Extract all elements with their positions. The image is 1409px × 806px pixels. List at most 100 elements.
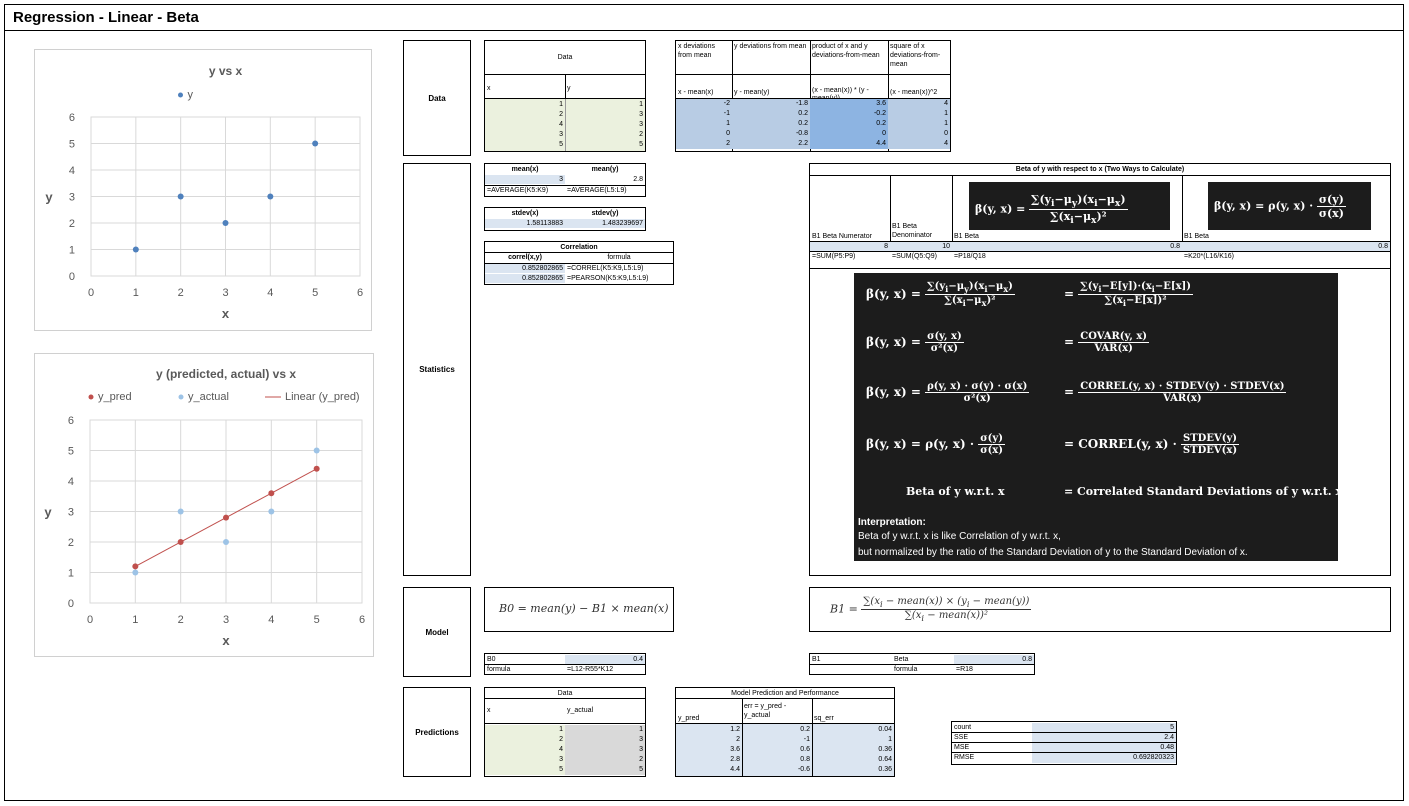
- b0-formula-box: B0 = mean(y) − B1 × mean(x): [484, 587, 674, 632]
- dev-cell: 1: [676, 119, 732, 129]
- data-point: [267, 193, 274, 200]
- beta-label: B1 Beta: [954, 233, 979, 240]
- b0-table: B0 0.4 formula =L12-R55*K12: [484, 653, 646, 675]
- chart1-svg: y vs x y 0 1 2 3 4 5 6 0 1 2 3 4 5 6 x y: [45, 64, 363, 321]
- corr2-value: 0.852802865: [485, 274, 565, 283]
- dev-cell: 4.4: [810, 139, 888, 149]
- legend-marker: [178, 394, 184, 400]
- err-cell: 0.2: [800, 726, 810, 733]
- legend-label: Linear (y_pred): [285, 391, 360, 403]
- dev-cell: 4: [888, 139, 950, 149]
- beta-label-2: B1 Beta: [1184, 233, 1209, 240]
- dev-cell: -1.8: [732, 99, 810, 109]
- data-point: [313, 465, 320, 472]
- y-tick-label: 4: [68, 476, 74, 488]
- stdev-x-value: 1.58113883: [485, 219, 565, 228]
- data-x-cell: 4: [559, 121, 563, 128]
- dev-cell: 0.2: [732, 109, 810, 119]
- b0-formula: =L12-R55*K12: [567, 666, 614, 673]
- stdev-y-value: 1.483239697: [565, 219, 645, 228]
- pred-x-cell: 4: [485, 745, 565, 755]
- y-axis-label: y: [45, 190, 53, 205]
- performance-header: Model Prediction and Performance: [731, 690, 839, 697]
- dev-header: square of x deviations-from-mean: [890, 43, 941, 68]
- metric-value: 0.692820323: [1032, 753, 1176, 763]
- pred-x-cell: 2: [485, 735, 565, 745]
- b1-formula-box: B1 = ∑(xi − mean(x)) × (yi − mean(y)) ∑(x…: [809, 587, 1391, 632]
- math-row-4-right: = CORREL(y, x) · STDEV(y) STDEV(x): [1064, 433, 1239, 456]
- stdev-y-label: stdev(y): [591, 210, 619, 217]
- b1-table: B1 Beta 0.8 formula =R18: [809, 653, 1035, 675]
- b0-value: 0.4: [565, 655, 645, 664]
- data-point: [223, 539, 229, 545]
- dev-header: product of x and y deviations-from-mean: [812, 43, 880, 59]
- b0-label: B0: [487, 656, 496, 663]
- y-tick-label: 6: [69, 112, 75, 124]
- dev-cell: -1: [676, 109, 732, 119]
- b0-formula-label: formula: [487, 666, 511, 673]
- y-tick-label: 3: [69, 192, 75, 204]
- trend-line: [135, 468, 317, 567]
- dev-formula: y - mean(y): [734, 89, 770, 96]
- page-title: Regression - Linear - Beta: [5, 5, 1403, 31]
- b1-beta-label: Beta: [894, 656, 909, 663]
- beta-value-2: 0.8: [1182, 242, 1390, 251]
- dev-formula: x - mean(x): [678, 89, 714, 96]
- chart-pred-actual-vs-x[interactable]: y (predicted, actual) vs x y_pred y_actual…: [34, 353, 374, 657]
- metric-value: 2.4: [1032, 733, 1176, 743]
- data-y-cell: 1: [639, 101, 643, 108]
- metrics-table: count 5 SSE 2.4 MSE 0.48 RMSE 0.692820323: [951, 721, 1177, 765]
- chart-y-vs-x[interactable]: y vs x y 0 1 2 3 4 5 6 0 1 2 3 4 5 6 x y: [34, 49, 372, 331]
- interpretation-line-2: but normalized by the ratio of the Stand…: [858, 547, 1248, 558]
- plot-area: [90, 116, 361, 277]
- formula-label: formula: [607, 254, 631, 261]
- x-tick-label: 6: [357, 287, 363, 299]
- data-point: [177, 508, 184, 515]
- data-rows: 1 1 2 3 4 3 3 2 5 5: [485, 99, 645, 151]
- metric-value: 0.48: [1032, 743, 1176, 753]
- dev-cell: 0: [676, 129, 732, 139]
- beta-den-value: 10: [890, 242, 952, 251]
- x-tick-label: 0: [88, 287, 94, 299]
- beta-formula-image-2: β(y, x) = ρ(y, x) · σ(y) σ(x): [1208, 182, 1371, 230]
- performance-table: Model Prediction and Performance y_pred …: [675, 687, 895, 777]
- legend-label: y: [188, 89, 194, 101]
- metric-label: MSE: [954, 744, 970, 751]
- dev-cell: -0.2: [810, 109, 888, 119]
- col-y-pred: y_pred: [678, 715, 700, 722]
- sq-err-cell: 0.36: [878, 746, 892, 753]
- pred-y-cell: 5: [565, 765, 645, 775]
- beta-den-formula: =SUM(Q5:Q9): [892, 253, 937, 260]
- dev-cell: 1: [888, 109, 950, 119]
- beta-num-formula: =SUM(P5:P9): [812, 253, 856, 260]
- data-point: [268, 508, 275, 515]
- math-row-5-right: = Correlated Standard Deviations of y w.…: [1064, 485, 1342, 498]
- math-row-3: β(y, x) = ρ(y, x) · σ(y) · σ(x) σ²(x): [866, 381, 1030, 404]
- pred-col-y: y_actual: [567, 707, 594, 714]
- y-pred-cell: 3.6: [730, 746, 740, 753]
- y-tick-label: 2: [68, 537, 74, 549]
- y-tick-label: 5: [69, 139, 75, 151]
- chart-title: y vs x: [209, 64, 243, 78]
- data-point: [132, 563, 139, 570]
- means-table: mean(x) mean(y) 3 2.8 =AVERAGE(K5:K9) =A…: [484, 163, 646, 197]
- predictions-data-header: Data: [557, 690, 573, 697]
- corr1-value: 0.852802865: [485, 264, 565, 273]
- y-tick-label: 0: [69, 271, 75, 283]
- data-col-y: y: [567, 85, 571, 92]
- metric-label: SSE: [954, 734, 969, 741]
- x-tick-label: 2: [178, 614, 184, 626]
- data-point: [312, 140, 319, 147]
- x-tick-label: 2: [178, 287, 184, 299]
- x-tick-label: 0: [87, 614, 93, 626]
- correl-label: correl(x,y): [508, 254, 542, 261]
- data-point: [177, 193, 184, 200]
- dev-header: y deviations from mean: [734, 43, 807, 50]
- data-point: [132, 569, 139, 576]
- correlation-header: Correlation: [560, 244, 598, 251]
- stdev-x-label: stdev(x): [511, 210, 539, 217]
- y-tick-label: 5: [68, 446, 74, 458]
- chart2-svg: y (predicted, actual) vs x y_pred y_actual…: [44, 367, 365, 648]
- math-row-1-right: = ∑(yi−E[y])·(xi−E[x]) ∑(xi−E[x])²: [1064, 281, 1194, 308]
